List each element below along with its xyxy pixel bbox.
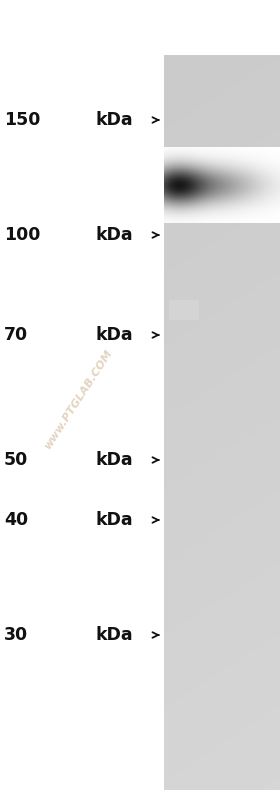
Text: 150: 150 <box>4 111 40 129</box>
Text: 30: 30 <box>4 626 28 644</box>
Text: kDa: kDa <box>95 451 133 469</box>
Text: kDa: kDa <box>95 326 133 344</box>
Text: kDa: kDa <box>95 111 133 129</box>
Text: 40: 40 <box>4 511 28 529</box>
Text: 50: 50 <box>4 451 28 469</box>
Text: 100: 100 <box>4 226 40 244</box>
Text: kDa: kDa <box>95 626 133 644</box>
Text: 70: 70 <box>4 326 28 344</box>
Bar <box>164 0 280 55</box>
Text: www.PTGLAB.COM: www.PTGLAB.COM <box>43 348 114 451</box>
Text: kDa: kDa <box>95 226 133 244</box>
Text: kDa: kDa <box>95 511 133 529</box>
